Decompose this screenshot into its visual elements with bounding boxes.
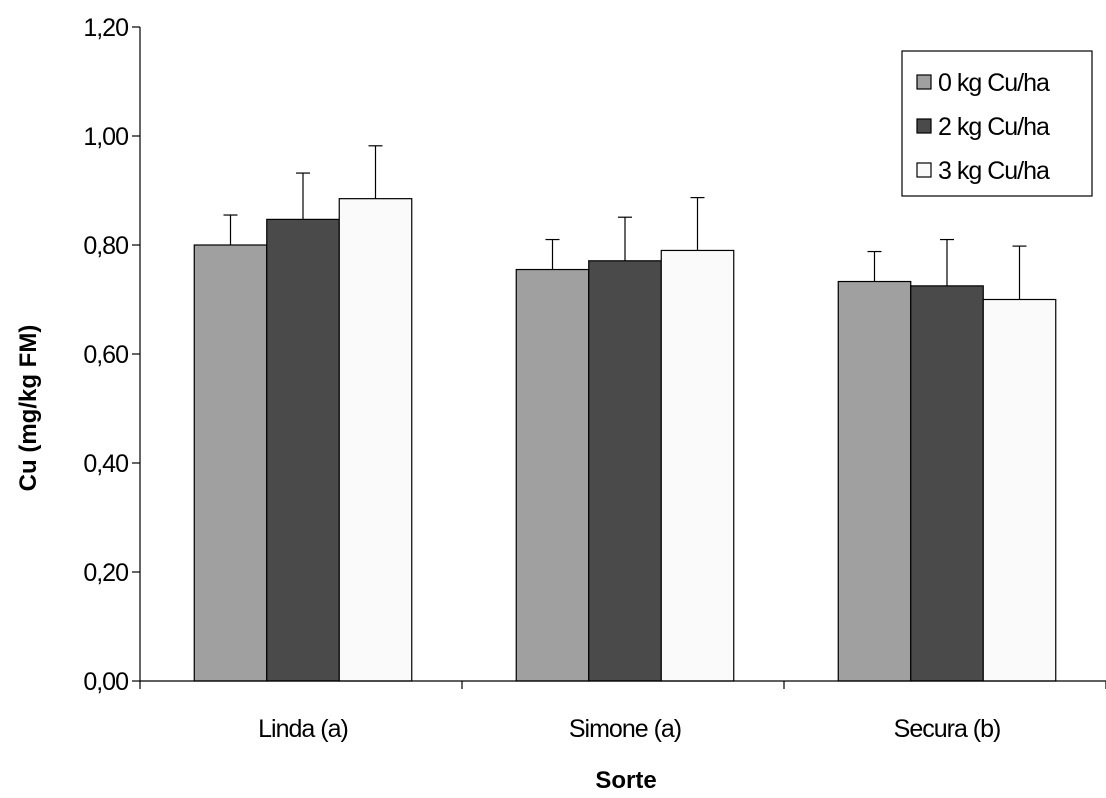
bar-1-1 bbox=[193, 244, 268, 682]
y-tick-label: 0,00 bbox=[83, 668, 128, 696]
legend-label: 0 kg Cu/ha bbox=[938, 69, 1050, 97]
y-tick-label: 0,20 bbox=[83, 559, 128, 587]
y-tick-label: 0,40 bbox=[83, 450, 128, 478]
legend: 0 kg Cu/ha 2 kg Cu/ha 3 kg Cu/ha bbox=[901, 50, 1093, 197]
y-tick-label: 1,20 bbox=[83, 14, 128, 42]
legend-label: 3 kg Cu/ha bbox=[938, 157, 1050, 185]
legend-box bbox=[901, 50, 1093, 197]
bar-3-3 bbox=[982, 298, 1057, 682]
bar-3-2 bbox=[660, 249, 735, 682]
axes-layer: 0,00 0,20 0,40 0,60 0,80 1,00 1,20 Linda (a) Sim… bbox=[83, 14, 1106, 743]
legend-label: 2 kg Cu/ha bbox=[938, 113, 1050, 141]
bar-2-3 bbox=[910, 285, 984, 682]
bar-2-1 bbox=[266, 218, 340, 682]
x-tick-label: Secura (b) bbox=[894, 715, 1001, 743]
error-bars-layer bbox=[223, 145, 1027, 300]
x-axis-title: Sorte bbox=[595, 767, 656, 794]
bars-layer bbox=[193, 198, 1057, 682]
legend-swatch bbox=[916, 74, 932, 90]
legend-swatch bbox=[916, 118, 932, 134]
x-tick-label: Linda (a) bbox=[258, 715, 348, 743]
bar-3-1 bbox=[338, 198, 413, 682]
legend-swatch bbox=[916, 162, 932, 178]
y-tick-label: 0,80 bbox=[83, 232, 128, 260]
y-tick-label: 1,00 bbox=[83, 123, 128, 151]
y-tick-label: 0,60 bbox=[83, 341, 128, 369]
bar-1-3 bbox=[837, 280, 912, 682]
bar-2-2 bbox=[588, 260, 662, 682]
bar-1-2 bbox=[515, 268, 590, 682]
x-tick-label: Simone (a) bbox=[569, 715, 681, 743]
y-axis-title: Cu (mg/kg FM) bbox=[15, 325, 42, 492]
